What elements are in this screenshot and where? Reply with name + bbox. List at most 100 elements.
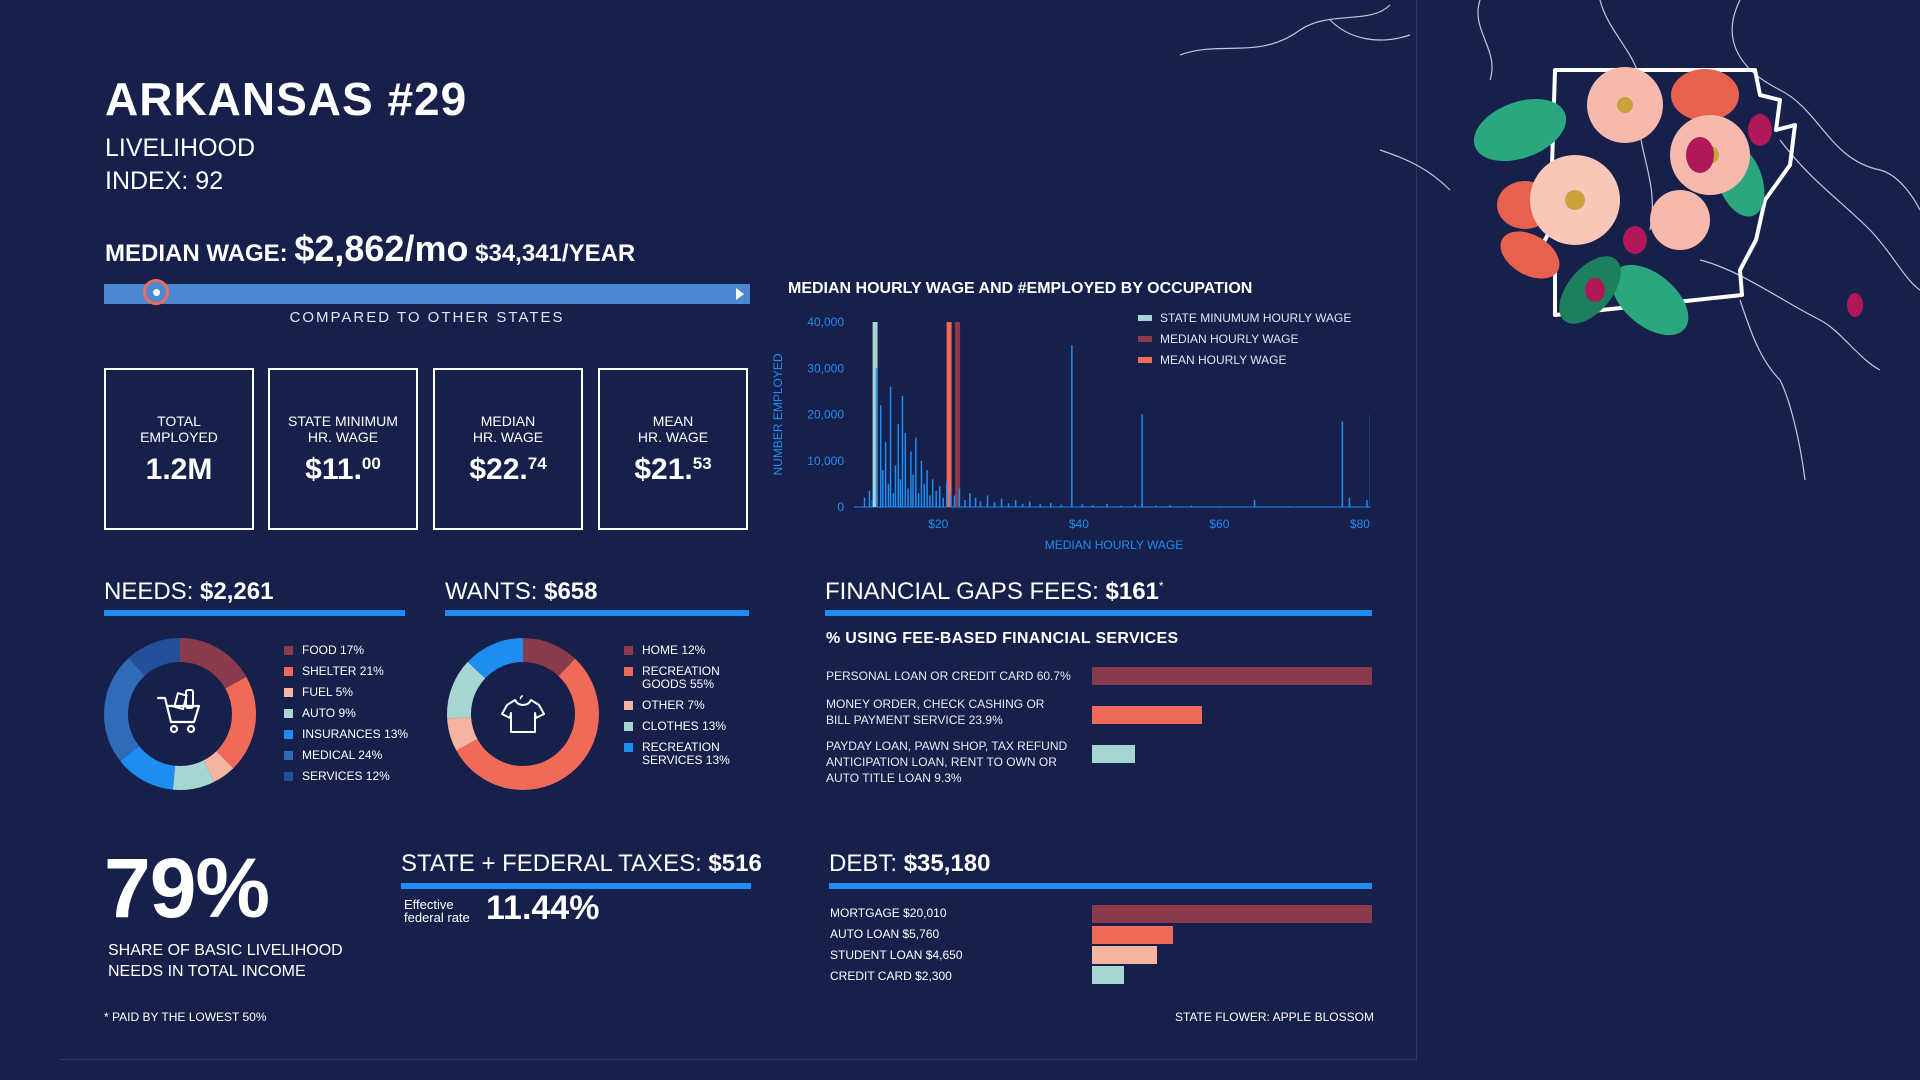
y-axis-title: NUMBER EMPLOYED: [771, 353, 785, 475]
needs-heading: NEEDS: $2,261: [104, 578, 273, 606]
legend-label: CLOTHES 13%: [642, 719, 727, 733]
donut-segment: [447, 638, 599, 790]
horizontal-bar: [1092, 745, 1135, 763]
legend-label: SHELTER 21%: [302, 664, 384, 678]
debt-heading: DEBT: $35,180: [829, 850, 990, 878]
legend-label: STATE MINUMUM HOURLY WAGE: [1160, 311, 1351, 325]
legend-label: INSURANCES 13%: [302, 727, 409, 741]
donut-segment: [104, 638, 256, 790]
share-percentage: 79%: [104, 841, 270, 935]
subtitle-line1: LIVELIHOOD: [105, 134, 256, 162]
legend-swatch: [1138, 357, 1152, 363]
legend-swatch: [624, 667, 633, 676]
stat-total-employed: TOTAL EMPLOYED 1.2M: [104, 368, 254, 530]
donut-segment: [447, 638, 599, 790]
x-tick-label: $80: [1350, 517, 1370, 531]
chart-title: MEDIAN HOURLY WAGE AND #EMPLOYED BY OCCU…: [788, 280, 1253, 297]
stat-label: EMPLOYED: [140, 429, 218, 445]
horizontal-bar: [1092, 946, 1158, 964]
share-caption-line: SHARE OF BASIC LIVELIHOOD: [108, 942, 343, 959]
share-caption-line: NEEDS IN TOTAL INCOME: [108, 963, 306, 980]
stat-cents: 53: [692, 454, 712, 473]
needs-heading-label: NEEDS:: [104, 578, 194, 605]
state-position-marker: [142, 279, 169, 305]
fin-item-label-line: AUTO TITLE LOAN 9.3%: [826, 771, 962, 785]
legend-label: AUTO 9%: [302, 706, 356, 720]
financial-gaps-divider: [825, 610, 1372, 616]
debt-item-label: STUDENT LOAN $4,650: [830, 948, 963, 962]
legend-swatch: [1138, 336, 1152, 342]
debt-item-label: AUTO LOAN $5,760: [830, 927, 940, 941]
fin-item-label: PAYDAY LOAN, PAWN SHOP, TAX REFUND ANTIC…: [826, 738, 1086, 786]
stat-label: HR. WAGE: [307, 429, 379, 445]
fin-item-label-line: PAYDAY LOAN, PAWN SHOP, TAX REFUND: [826, 739, 1068, 753]
y-tick-label: 30,000: [807, 361, 844, 375]
stat-cents: 00: [361, 454, 381, 473]
legend-item: SHELTER 21%: [284, 665, 434, 678]
financial-gaps-value: $161: [1105, 578, 1159, 605]
legend-item: SERVICES 12%: [284, 770, 434, 783]
share-caption: SHARE OF BASIC LIVELIHOOD NEEDS IN TOTAL…: [108, 940, 343, 982]
panel-divider: [1416, 0, 1417, 1060]
taxes-divider: [401, 883, 751, 889]
horizontal-bar: [1092, 926, 1173, 944]
x-tick-label: $60: [1209, 517, 1229, 531]
horizontal-bar: [1092, 667, 1372, 685]
legend-item: CLOTHES 13%: [624, 720, 774, 733]
debt-heading-value: $35,180: [903, 850, 991, 877]
donut-segment: [104, 638, 256, 790]
median-wage-yearly: $34,341/YEAR: [475, 240, 636, 267]
debt-item-label: CREDIT CARD $2,300: [830, 969, 952, 983]
subtitle-line2: INDEX: 92: [105, 167, 224, 195]
reference-line: [946, 322, 952, 507]
taxes-heading: STATE + FEDERAL TAXES: $516: [401, 850, 762, 878]
legend-swatch: [624, 701, 633, 710]
legend-swatch: [1138, 315, 1152, 321]
y-tick-label: 0: [837, 500, 844, 514]
donut-segment: [104, 638, 256, 790]
financial-gaps-subheading: % USING FEE-BASED FINANCIAL SERVICES: [826, 630, 1179, 647]
donut-segment: [447, 638, 599, 790]
fin-item-label: MONEY ORDER, CHECK CASHING OR BILL PAYME…: [826, 696, 1086, 728]
stat-value: $22.: [469, 453, 528, 486]
debt-heading-label: DEBT:: [829, 850, 898, 877]
legend-swatch: [284, 688, 293, 697]
taxes-heading-value: $516: [708, 850, 762, 877]
effective-rate-label-line: Effective: [404, 897, 454, 912]
legend-item: AUTO 9%: [284, 707, 434, 720]
legend-item: FOOD 17%: [284, 644, 434, 657]
legend-swatch: [624, 743, 633, 752]
tshirt-icon: [501, 695, 545, 733]
legend-item: FUEL 5%: [284, 686, 434, 699]
legend-label: RECREATION GOODS 55%: [642, 664, 720, 691]
stat-value: $11.: [305, 453, 362, 486]
shopping-cart-icon: [156, 689, 201, 734]
stat-median-hourly-wage: MEDIAN HR. WAGE $22.74: [433, 368, 583, 530]
legend-label: FOOD 17%: [302, 643, 365, 657]
page-title: ARKANSAS #29: [105, 73, 468, 125]
stat-label: TOTAL: [157, 413, 201, 429]
bottom-rule: [60, 1059, 1416, 1060]
x-tick-label: $20: [928, 517, 948, 531]
legend-swatch: [284, 646, 293, 655]
wants-divider: [445, 610, 749, 616]
legend-label: MEAN HOURLY WAGE: [1160, 353, 1286, 367]
legend-swatch: [284, 751, 293, 760]
debt-item-label: MORTGAGE $20,010: [830, 906, 947, 920]
footnote: * PAID BY THE LOWEST 50%: [104, 1010, 267, 1024]
fin-item-label-line: BILL PAYMENT SERVICE 23.9%: [826, 713, 1003, 727]
fin-item-label-line: PERSONAL LOAN OR CREDIT CARD 60.7%: [826, 669, 1071, 683]
footnote-marker: *: [1158, 579, 1164, 593]
stat-value: $21.: [634, 453, 693, 486]
y-tick-label: 40,000: [807, 315, 844, 329]
state-comparison-bar: [104, 284, 750, 304]
donut-segment: [104, 638, 256, 790]
fin-item-label: PERSONAL LOAN OR CREDIT CARD 60.7%: [826, 668, 1086, 684]
effective-federal-rate: 11.44%: [486, 889, 600, 927]
median-wage-label: MEDIAN WAGE:: [105, 240, 288, 267]
effective-rate-label: Effective federal rate: [404, 898, 470, 924]
stat-state-minimum-wage: STATE MINIMUM HR. WAGE $11.00: [268, 368, 418, 530]
legend-label: OTHER 7%: [642, 698, 705, 712]
horizontal-bar: [1092, 905, 1372, 923]
comparison-caption: COMPARED TO OTHER STATES: [289, 309, 565, 326]
